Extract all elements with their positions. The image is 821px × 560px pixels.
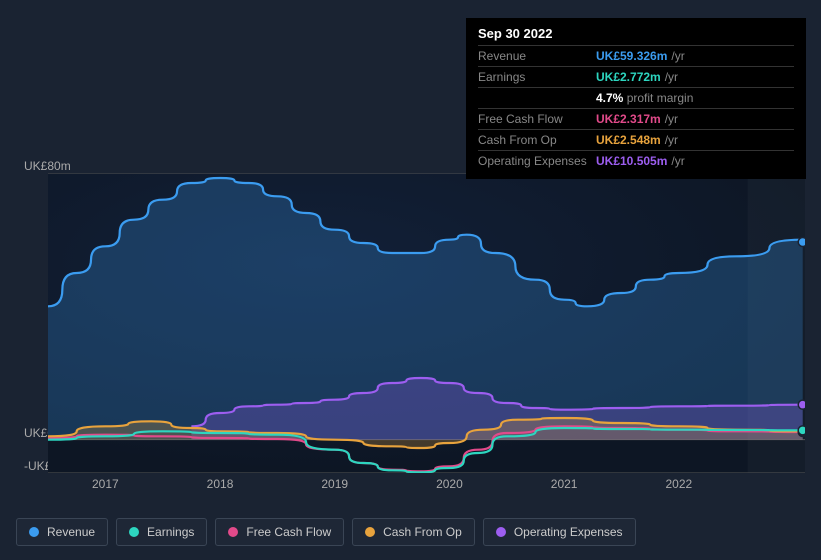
legend-label: Operating Expenses (514, 525, 623, 539)
legend-label: Revenue (47, 525, 95, 539)
tooltip-row-unit: /yr (671, 49, 684, 63)
legend-item-revenue[interactable]: Revenue (16, 518, 108, 546)
x-tick-label: 2020 (436, 477, 463, 491)
tooltip-row: RevenueUK£59.326m/yr (478, 46, 794, 67)
tooltip-row: Cash From OpUK£2.548m/yr (478, 130, 794, 151)
tooltip-row-value: UK£2.772m (596, 70, 661, 84)
x-tick-label: 2022 (665, 477, 692, 491)
tooltip-row-label: Cash From Op (478, 133, 596, 147)
tooltip-row-unit: /yr (665, 133, 678, 147)
x-tick-label: 2021 (551, 477, 578, 491)
x-tick-label: 2017 (92, 477, 119, 491)
legend: Revenue Earnings Free Cash Flow Cash From O… (16, 518, 636, 546)
y-tick-label: UK£80m (24, 159, 71, 173)
tooltip-row-label: Earnings (478, 70, 596, 84)
legend-item-operating-expenses[interactable]: Operating Expenses (483, 518, 636, 546)
tooltip-row-value: UK£59.326m (596, 49, 667, 63)
tooltip-row-unit: /yr (671, 154, 684, 168)
tooltip-row-label: Free Cash Flow (478, 112, 596, 126)
x-tick-label: 2019 (321, 477, 348, 491)
tooltip-row: EarningsUK£2.772m/yr (478, 67, 794, 88)
tooltip-row-label: Revenue (478, 49, 596, 63)
tooltip-rows: RevenueUK£59.326m/yrEarningsUK£2.772m/yr… (478, 46, 794, 171)
tooltip-row: Free Cash FlowUK£2.317m/yr (478, 109, 794, 130)
chart: UK£80mUK£0-UK£10m 2017201820192020202120… (16, 155, 805, 500)
legend-label: Earnings (147, 525, 194, 539)
legend-item-cash-from-op[interactable]: Cash From Op (352, 518, 475, 546)
legend-label: Free Cash Flow (246, 525, 331, 539)
tooltip-row-value: UK£2.548m (596, 133, 661, 147)
tooltip-row: Operating ExpensesUK£10.505m/yr (478, 151, 794, 171)
legend-swatch (129, 527, 139, 537)
legend-swatch (228, 527, 238, 537)
legend-item-free-cash-flow[interactable]: Free Cash Flow (215, 518, 344, 546)
x-tick-label: 2018 (207, 477, 234, 491)
legend-swatch (365, 527, 375, 537)
tooltip-row-value: UK£10.505m (596, 154, 667, 168)
tooltip-panel: Sep 30 2022 RevenueUK£59.326m/yrEarnings… (466, 18, 806, 179)
tooltip-row-unit: /yr (665, 112, 678, 126)
tooltip-row-value: UK£2.317m (596, 112, 661, 126)
plot-area[interactable] (48, 173, 805, 473)
tooltip-row-unit: /yr (665, 70, 678, 84)
tooltip-profit-margin: 4.7% profit margin (478, 88, 794, 109)
legend-item-earnings[interactable]: Earnings (116, 518, 207, 546)
legend-swatch (496, 527, 506, 537)
legend-label: Cash From Op (383, 525, 462, 539)
legend-swatch (29, 527, 39, 537)
tooltip-date: Sep 30 2022 (478, 26, 794, 46)
tooltip-row-label: Operating Expenses (478, 154, 596, 168)
